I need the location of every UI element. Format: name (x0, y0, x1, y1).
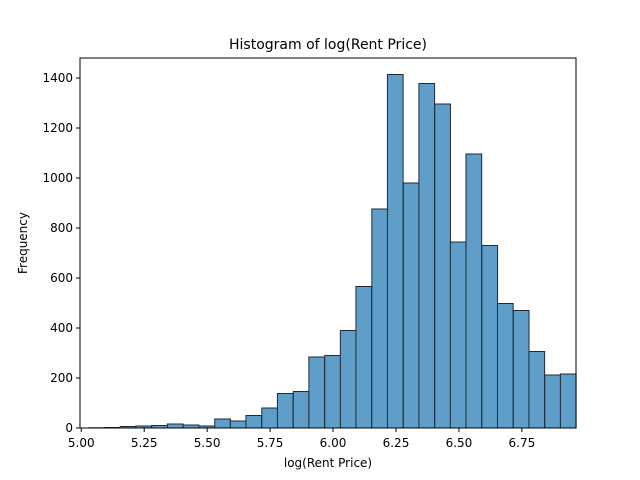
histogram-bar-15 (324, 355, 341, 429)
x-tick-label: 5.25 (131, 436, 158, 450)
y-tick-label: 1200 (42, 121, 73, 135)
histogram-bar-27 (512, 310, 530, 429)
histogram-bar-25 (481, 245, 499, 429)
histogram-bar-28 (528, 351, 546, 429)
y-tick-label: 1400 (42, 71, 73, 85)
y-tick-label: 200 (50, 371, 73, 385)
histogram-bar-9 (229, 420, 247, 429)
x-tick-label: 5.75 (257, 436, 284, 450)
histogram-bar-11 (261, 407, 278, 429)
histogram-bar-14 (308, 356, 326, 429)
x-tick-label: 6.25 (383, 436, 410, 450)
chart-title: Histogram of log(Rent Price) (229, 37, 427, 53)
x-tick-label: 5.50 (194, 436, 221, 450)
histogram-bar-20 (402, 182, 420, 429)
histogram-bar-26 (496, 303, 514, 429)
histogram-bar-30 (559, 373, 577, 429)
plot-frame (79, 57, 577, 429)
histogram-bar-24 (465, 153, 483, 429)
histogram-bar-16 (339, 330, 357, 429)
histogram-bar-23 (449, 241, 467, 429)
histogram-bar-8 (214, 418, 231, 429)
x-tick-label: 6.00 (320, 436, 347, 450)
histogram-bar-29 (544, 374, 561, 429)
x-axis-label: log(Rent Price) (284, 456, 372, 470)
histogram-bar-17 (355, 286, 373, 429)
histogram-bar-22 (434, 103, 451, 429)
y-axis-label: Frequency (16, 212, 30, 274)
y-tick-label: 1000 (42, 171, 73, 185)
histogram-bar-21 (418, 83, 436, 429)
x-tick-label: 6.50 (446, 436, 473, 450)
x-tick-label: 6.75 (509, 436, 536, 450)
y-tick-label: 400 (50, 321, 73, 335)
histogram-bar-19 (386, 74, 404, 429)
histogram-bar-13 (292, 391, 310, 429)
x-axis-ticks: 5.00 5.25 5.50 5.75 6.00 6.25 6.50 6.75 (68, 428, 535, 450)
histogram-bar-12 (276, 393, 294, 429)
y-tick-label: 600 (50, 271, 73, 285)
x-tick-label: 5.00 (68, 436, 95, 450)
y-axis-ticks: 0 200 400 600 800 1000 1200 1400 (42, 71, 80, 435)
histogram-bar-10 (245, 415, 263, 429)
histogram-bar-18 (371, 208, 389, 429)
y-tick-label: 0 (65, 421, 73, 435)
y-tick-label: 800 (50, 221, 73, 235)
histogram-bar-5 (166, 423, 184, 429)
bars-group (88, 74, 577, 429)
